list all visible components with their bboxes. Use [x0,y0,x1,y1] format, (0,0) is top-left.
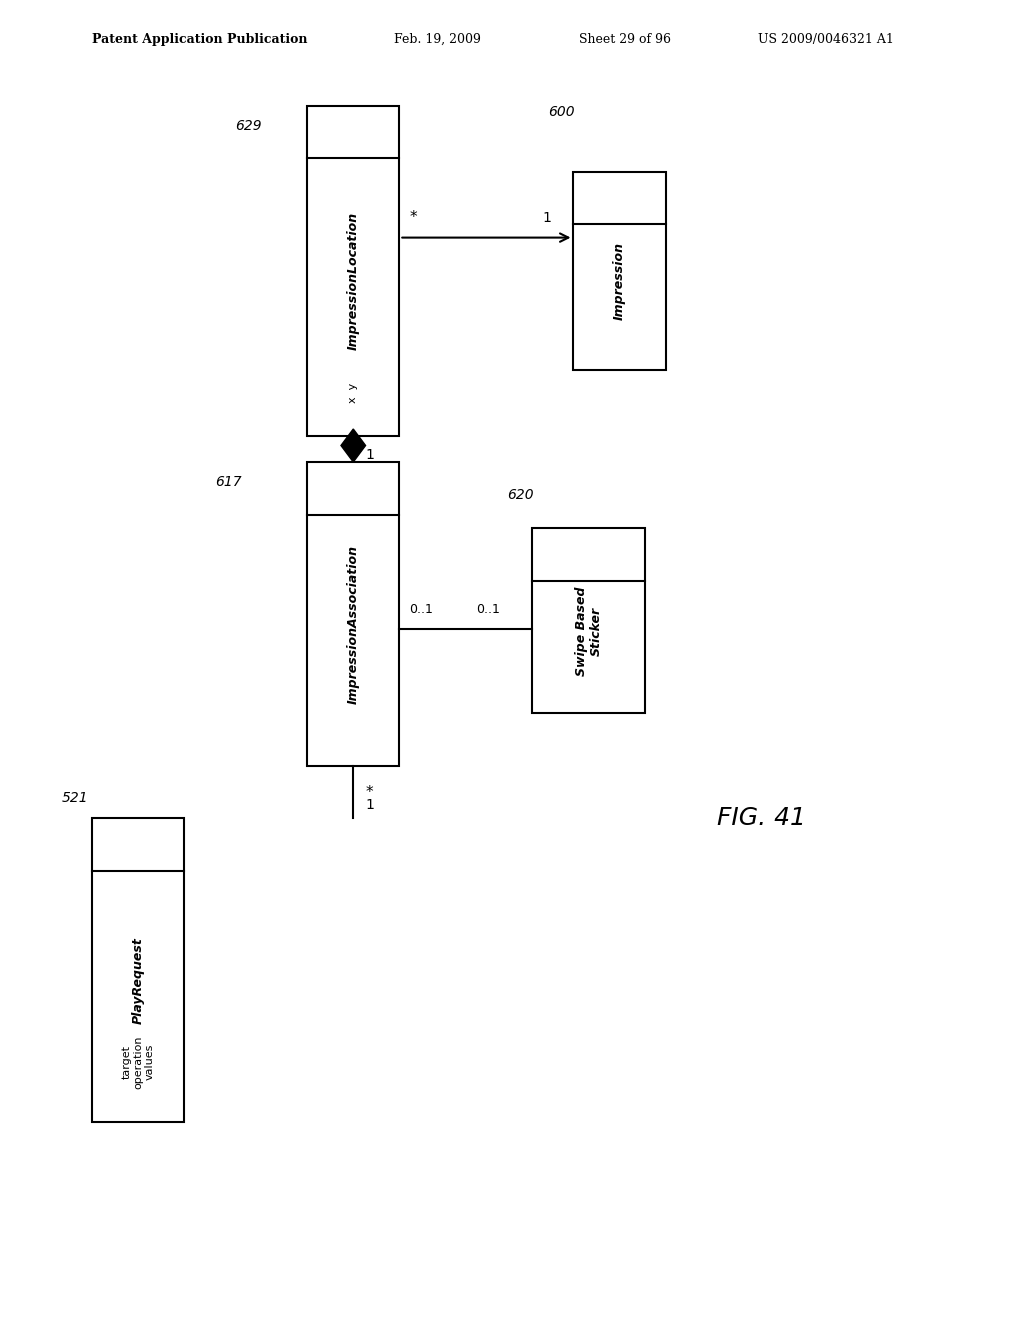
Text: 1: 1 [366,449,375,462]
Text: US 2009/0046321 A1: US 2009/0046321 A1 [758,33,894,46]
Text: 1: 1 [366,799,375,812]
Text: Impression: Impression [613,242,626,321]
FancyBboxPatch shape [573,172,666,370]
Text: Sheet 29 of 96: Sheet 29 of 96 [579,33,671,46]
Text: Swipe Based
Sticker: Swipe Based Sticker [574,586,603,676]
Text: 600: 600 [548,104,574,119]
Text: 0..1: 0..1 [410,603,433,615]
Text: Feb. 19, 2009: Feb. 19, 2009 [394,33,481,46]
Text: Patent Application Publication: Patent Application Publication [92,33,307,46]
Text: 0..1: 0..1 [476,603,500,615]
Text: ImpressionAssociation: ImpressionAssociation [347,545,359,704]
Text: 620: 620 [507,487,534,502]
Text: PlayRequest: PlayRequest [132,937,144,1024]
FancyBboxPatch shape [307,106,399,436]
Text: *: * [366,784,373,800]
Text: FIG. 41: FIG. 41 [717,807,806,830]
FancyBboxPatch shape [92,818,184,1122]
Text: 1: 1 [543,211,552,224]
Text: 629: 629 [236,119,262,133]
FancyBboxPatch shape [307,462,399,766]
Text: 617: 617 [215,475,242,490]
Text: *: * [410,210,417,226]
Polygon shape [341,429,366,462]
Text: x  y: x y [348,383,358,403]
FancyBboxPatch shape [532,528,645,713]
Text: 521: 521 [61,791,88,805]
Text: ImpressionLocation: ImpressionLocation [347,213,359,350]
Text: target
operation
values: target operation values [122,1035,155,1089]
